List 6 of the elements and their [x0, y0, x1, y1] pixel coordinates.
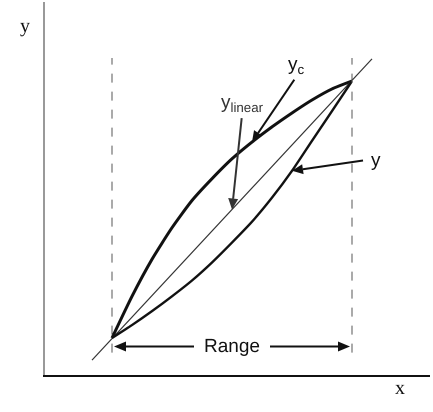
y-axis-title: y — [20, 15, 30, 37]
annotation: Range — [204, 336, 260, 357]
series-label: y$_{c}$ — [288, 54, 304, 77]
text: y$_{linear}$ — [221, 92, 264, 115]
legend-label: y — [371, 150, 381, 171]
x-axis-title: x — [395, 377, 405, 399]
